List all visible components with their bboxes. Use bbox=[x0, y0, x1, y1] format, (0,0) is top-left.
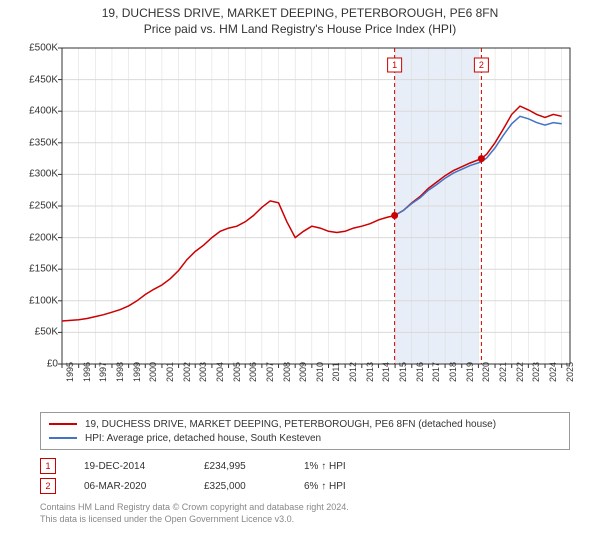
y-tick-label: £350K bbox=[22, 137, 58, 148]
x-tick-label: 2009 bbox=[298, 362, 308, 382]
svg-text:2: 2 bbox=[479, 60, 484, 70]
x-tick-label: 2005 bbox=[232, 362, 242, 382]
x-tick-label: 1996 bbox=[82, 362, 92, 382]
marker-row-2: 2 06-MAR-2020 £325,000 6% ↑ HPI bbox=[40, 476, 570, 496]
footer-line-2: This data is licensed under the Open Gov… bbox=[40, 514, 570, 526]
y-tick-label: £450K bbox=[22, 74, 58, 85]
x-tick-label: 1995 bbox=[65, 362, 75, 382]
marker-price-1: £234,995 bbox=[204, 461, 304, 472]
x-tick-label: 2002 bbox=[182, 362, 192, 382]
x-tick-label: 2004 bbox=[215, 362, 225, 382]
title-sub: Price paid vs. HM Land Registry's House … bbox=[0, 22, 600, 36]
x-tick-label: 2003 bbox=[198, 362, 208, 382]
marker-badge-1: 1 bbox=[40, 458, 56, 474]
y-tick-label: £0 bbox=[22, 359, 58, 370]
legend-label-property: 19, DUCHESS DRIVE, MARKET DEEPING, PETER… bbox=[85, 419, 496, 430]
marker-date-2: 06-MAR-2020 bbox=[84, 481, 204, 492]
x-tick-label: 2001 bbox=[165, 362, 175, 382]
x-tick-label: 2017 bbox=[431, 362, 441, 382]
legend-box: 19, DUCHESS DRIVE, MARKET DEEPING, PETER… bbox=[40, 412, 570, 450]
x-tick-label: 2023 bbox=[531, 362, 541, 382]
x-tick-label: 1998 bbox=[115, 362, 125, 382]
x-tick-label: 2011 bbox=[331, 362, 341, 381]
footer: Contains HM Land Registry data © Crown c… bbox=[40, 502, 570, 525]
title-main: 19, DUCHESS DRIVE, MARKET DEEPING, PETER… bbox=[0, 6, 600, 20]
chart-container: 19, DUCHESS DRIVE, MARKET DEEPING, PETER… bbox=[0, 0, 600, 525]
x-tick-label: 2007 bbox=[265, 362, 275, 382]
marker-date-1: 19-DEC-2014 bbox=[84, 461, 204, 472]
x-tick-label: 2018 bbox=[448, 362, 458, 382]
legend-label-hpi: HPI: Average price, detached house, Sout… bbox=[85, 433, 321, 444]
x-tick-label: 2008 bbox=[282, 362, 292, 382]
title-block: 19, DUCHESS DRIVE, MARKET DEEPING, PETER… bbox=[0, 0, 600, 38]
x-tick-label: 1999 bbox=[132, 362, 142, 382]
marker-pct-1: 1% ↑ HPI bbox=[304, 461, 404, 472]
y-tick-label: £400K bbox=[22, 106, 58, 117]
chart-area: 12 £0£50K£100K£150K£200K£250K£300K£350K£… bbox=[20, 44, 580, 404]
footer-line-1: Contains HM Land Registry data © Crown c… bbox=[40, 502, 570, 514]
markers-table: 1 19-DEC-2014 £234,995 1% ↑ HPI 2 06-MAR… bbox=[40, 456, 570, 496]
x-tick-label: 2020 bbox=[481, 362, 491, 382]
y-tick-label: £150K bbox=[22, 264, 58, 275]
x-tick-label: 2019 bbox=[465, 362, 475, 382]
x-tick-label: 1997 bbox=[98, 362, 108, 382]
legend-row-hpi: HPI: Average price, detached house, Sout… bbox=[49, 431, 561, 445]
marker-price-2: £325,000 bbox=[204, 481, 304, 492]
marker-badge-2: 2 bbox=[40, 478, 56, 494]
x-tick-label: 2010 bbox=[315, 362, 325, 382]
x-tick-label: 2006 bbox=[248, 362, 258, 382]
x-tick-label: 2014 bbox=[381, 362, 391, 382]
y-tick-label: £50K bbox=[22, 327, 58, 338]
svg-text:1: 1 bbox=[392, 60, 397, 70]
x-tick-label: 2012 bbox=[348, 362, 358, 382]
x-tick-label: 2025 bbox=[565, 362, 575, 382]
legend-row-property: 19, DUCHESS DRIVE, MARKET DEEPING, PETER… bbox=[49, 417, 561, 431]
legend-swatch-property bbox=[49, 423, 77, 425]
y-tick-label: £250K bbox=[22, 201, 58, 212]
x-tick-label: 2013 bbox=[365, 362, 375, 382]
marker-pct-2: 6% ↑ HPI bbox=[304, 481, 404, 492]
x-tick-label: 2022 bbox=[515, 362, 525, 382]
y-tick-label: £300K bbox=[22, 169, 58, 180]
x-tick-label: 2021 bbox=[498, 362, 508, 382]
y-tick-label: £200K bbox=[22, 232, 58, 243]
x-tick-label: 2016 bbox=[415, 362, 425, 382]
x-tick-label: 2024 bbox=[548, 362, 558, 382]
legend-swatch-hpi bbox=[49, 437, 77, 439]
x-tick-label: 2000 bbox=[148, 362, 158, 382]
x-tick-label: 2015 bbox=[398, 362, 408, 382]
marker-row-1: 1 19-DEC-2014 £234,995 1% ↑ HPI bbox=[40, 456, 570, 476]
y-tick-label: £500K bbox=[22, 43, 58, 54]
chart-svg: 12 bbox=[20, 44, 580, 404]
y-tick-label: £100K bbox=[22, 295, 58, 306]
